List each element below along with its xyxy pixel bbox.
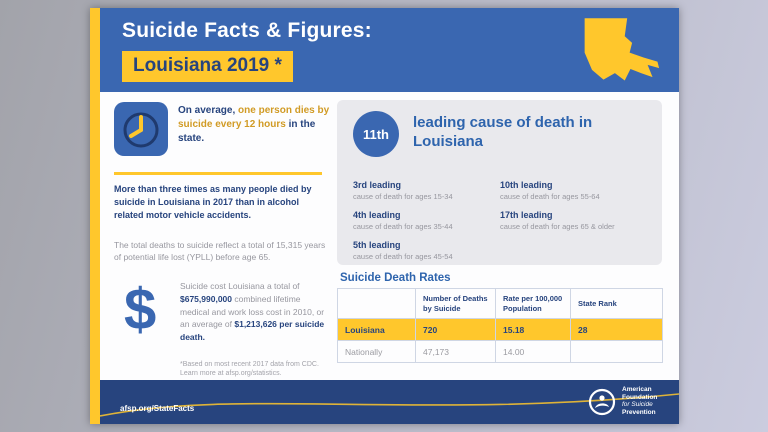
cause-desc: cause of death for ages 65 & older	[500, 222, 615, 231]
cell-rate: 14.00	[495, 340, 571, 363]
cause-rank: 17th leading	[500, 210, 553, 220]
infographic-card: Suicide Facts & Figures: Louisiana 2019 …	[90, 8, 679, 424]
cause-rank: 10th leading	[500, 180, 553, 190]
cause-rank: 5th leading	[353, 240, 401, 250]
header-deaths: Number of Deaths by Suicide	[415, 288, 496, 319]
cell-deaths: 720	[415, 318, 496, 341]
left-accent-stripe	[90, 8, 100, 424]
afsp-logo-icon	[588, 388, 616, 416]
table-title: Suicide Death Rates	[340, 272, 451, 284]
table-header-row: Number of Deaths by Suicide Rate per 100…	[337, 288, 663, 319]
clock-fact: On average, one person dies by suicide e…	[178, 104, 330, 147]
cause-desc: cause of death for ages 55-64	[500, 192, 600, 201]
cell-rate: 15.18	[495, 318, 571, 341]
leading-cause-panel: 11th leading cause of death in Louisiana…	[337, 100, 662, 265]
page-subtitle: Louisiana 2019 *	[122, 51, 293, 82]
main-content: On average, one person dies by suicide e…	[100, 92, 679, 380]
yellow-divider	[114, 172, 322, 175]
suicide-death-rates-table: Number of Deaths by Suicide Rate per 100…	[337, 288, 663, 363]
logo-line: American	[622, 386, 652, 393]
clock-fact-prefix: On average,	[178, 105, 239, 116]
cause-item: 3rd leading cause of death for ages 15-3…	[353, 180, 503, 201]
table-row-nationally: Nationally 47,173 14.00	[337, 340, 663, 363]
logo-line: for Suicide	[622, 401, 653, 409]
cost-fact: Suicide cost Louisiana a total of $675,9…	[180, 280, 332, 344]
clock-fact-suffix: in the state.	[178, 119, 316, 145]
header-band: Suicide Facts & Figures: Louisiana 2019 …	[100, 8, 679, 92]
header-rank: State Rank	[570, 288, 663, 319]
cost-fact-text2: combined lifetime medical and work loss …	[180, 293, 325, 330]
statefacts-link[interactable]: afsp.org/StateFacts	[120, 404, 195, 413]
row-label: Louisiana	[337, 318, 416, 341]
ypll-fact: The total deaths to suicide reflect a to…	[114, 240, 326, 263]
footnote-text: *Based on most recent 2017 data from CDC…	[180, 361, 319, 378]
cell-rank: 28	[570, 318, 663, 341]
cause-desc: cause of death for ages 45-54	[353, 252, 453, 261]
table-row-louisiana: Louisiana 720 15.18 28	[337, 318, 663, 341]
cause-desc: cause of death for ages 15-34	[353, 192, 453, 201]
cause-rank: 3rd leading	[353, 180, 402, 190]
cost-fact-amount2: $1,213,626 per suicide death.	[180, 319, 325, 342]
cause-item: 10th leading cause of death for ages 55-…	[500, 180, 650, 201]
cell-rank	[570, 340, 663, 363]
footnote: *Based on most recent 2017 data from CDC…	[180, 360, 332, 378]
cause-rank: 4th leading	[353, 210, 401, 220]
cause-desc: cause of death for ages 35-44	[353, 222, 453, 231]
footer-band: afsp.org/StateFacts American Foundation …	[100, 380, 679, 424]
logo-line: Foundation	[622, 393, 658, 401]
logo-line: Prevention	[622, 408, 656, 416]
footer-swoosh	[100, 393, 679, 417]
cost-fact-text1: Suicide cost Louisiana a total of	[180, 281, 300, 291]
row-label: Nationally	[337, 340, 416, 363]
cell-deaths: 47,173	[415, 340, 496, 363]
clock-icon	[114, 102, 168, 156]
afsp-logo-text: American Foundation for Suicide Preventi…	[622, 386, 657, 417]
leading-cause-heading: leading cause of death in Louisiana	[413, 114, 593, 150]
header-rate: Rate per 100,000 Population	[495, 288, 571, 319]
cost-fact-amount1: $675,990,000	[180, 293, 232, 304]
rank-badge: 11th	[353, 111, 399, 157]
cause-item: 4th leading cause of death for ages 35-4…	[353, 210, 503, 231]
page-title: Suicide Facts & Figures:	[122, 19, 372, 42]
louisiana-state-icon	[584, 18, 660, 81]
cause-item: 5th leading cause of death for ages 45-5…	[353, 240, 503, 261]
comparison-fact: More than three times as many people die…	[114, 184, 312, 221]
header-blank	[337, 288, 416, 319]
statistics-link[interactable]: afsp.org/statistics.	[225, 370, 282, 378]
dollar-icon: $	[124, 277, 157, 342]
clock-fact-highlight: one person dies by suicide every 12 hour…	[178, 105, 330, 131]
cause-item: 17th leading cause of death for ages 65 …	[500, 210, 650, 231]
